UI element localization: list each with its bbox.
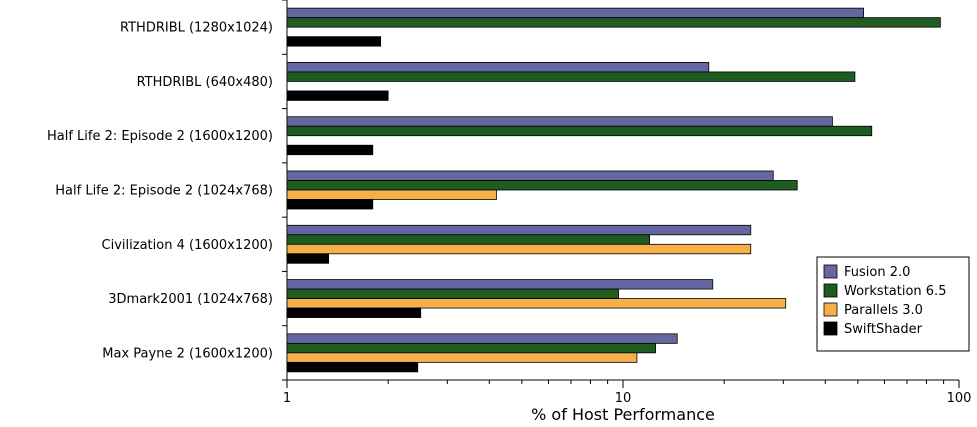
bar xyxy=(286,352,638,363)
x-tick-label: 100 xyxy=(947,391,972,406)
category-label: RTHDRIBL (640x480) xyxy=(137,75,273,90)
legend-swatch xyxy=(823,321,838,336)
legend-swatch xyxy=(823,283,838,298)
category-label: Civilization 4 (1600x1200) xyxy=(102,238,273,253)
legend-swatch xyxy=(823,264,838,279)
legend-swatch xyxy=(823,302,838,317)
x-tick-label: 10 xyxy=(615,391,632,406)
legend-label: Parallels 3.0 xyxy=(844,303,923,318)
bar xyxy=(286,199,374,210)
bar xyxy=(286,243,752,255)
legend-label: Fusion 2.0 xyxy=(844,265,910,280)
category-label: Max Payne 2 (1600x1200) xyxy=(102,346,273,361)
legend-label: SwiftShader xyxy=(844,322,923,337)
bar xyxy=(286,36,382,47)
x-axis-title: % of Host Performance xyxy=(531,405,715,424)
category-label: RTHDRIBL (1280x1024) xyxy=(120,21,273,36)
category-label: 3Dmark2001 (1024x768) xyxy=(108,292,273,307)
category-label: Half Life 2: Episode 2 (1024x768) xyxy=(55,184,273,199)
bar xyxy=(286,224,752,236)
category-label: Half Life 2: Episode 2 (1600x1200) xyxy=(47,129,273,144)
x-tick-label: 1 xyxy=(283,391,291,406)
bar xyxy=(286,189,497,200)
bar xyxy=(286,180,798,191)
bar xyxy=(286,342,656,354)
bar xyxy=(286,125,873,137)
x-axis-ticks: 1 10 100 xyxy=(283,380,972,406)
category-labels: RTHDRIBL (1280x1024) RTHDRIBL (640x480) Ha… xyxy=(47,21,273,362)
bar xyxy=(286,333,678,344)
bar xyxy=(286,307,422,318)
bar xyxy=(286,170,774,181)
bar xyxy=(286,7,864,19)
legend: Fusion 2.0 Workstation 6.5 Parallels 3.0 Sw… xyxy=(816,256,970,352)
bar xyxy=(286,144,374,156)
bar xyxy=(286,288,619,299)
bar xyxy=(286,298,787,309)
legend-label: Workstation 6.5 xyxy=(844,284,946,299)
bar xyxy=(286,361,419,373)
bar xyxy=(286,71,856,82)
bar xyxy=(286,17,941,28)
bar xyxy=(286,234,651,245)
bar xyxy=(286,116,833,127)
legend-box xyxy=(816,256,970,352)
bar xyxy=(286,253,330,264)
bar xyxy=(286,62,710,73)
bar xyxy=(286,279,714,290)
bar xyxy=(286,90,389,101)
bars xyxy=(286,7,941,373)
